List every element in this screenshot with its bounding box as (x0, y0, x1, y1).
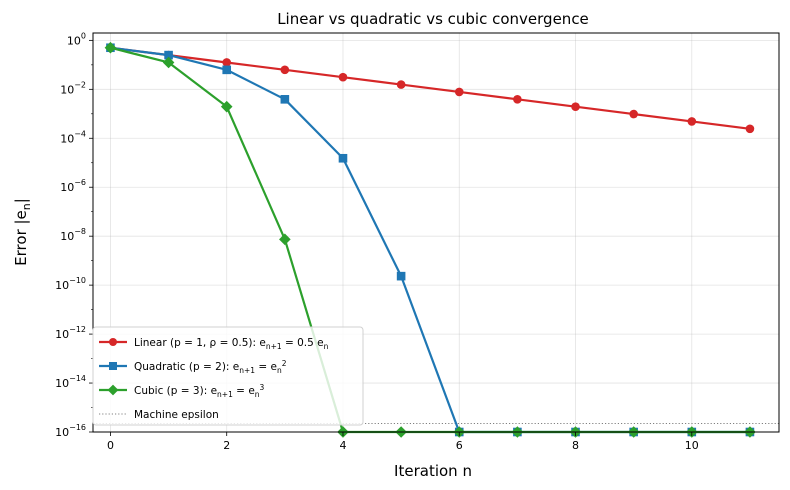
axes-frame (92, 32, 780, 433)
grid-lines (93, 33, 779, 433)
y-axis-ticks: 100 10−2 10−4 10−6 10−8 10−10 10−12 10−14 10−16 (55, 31, 93, 439)
data-point (222, 65, 232, 75)
data-point (513, 95, 522, 104)
y-tick-label: 10−8 (60, 227, 86, 243)
y-tick-label: 10−14 (55, 374, 86, 390)
data-point (396, 271, 406, 281)
legend-entry: Quadratic (p = 2): en+1​ = en​2​ (99, 359, 287, 375)
y-tick-label: 10−4 (60, 129, 86, 145)
x-tick-label: 8 (572, 439, 579, 452)
legend-entry: Machine epsilon (99, 409, 219, 421)
y-tick-label: 10−2 (60, 80, 86, 96)
y-tick-label: 10−12 (55, 325, 86, 341)
legend-label: Cubic (p = 3): en+1​ = en​3​ (134, 383, 265, 399)
x-tick-label: 6 (456, 439, 463, 452)
y-tick-label: 10−16 (55, 423, 86, 439)
data-point (280, 95, 290, 104)
legend-entry: Linear (p = 1, ρ = 0.5): en+1​ = 0.5 en​ (99, 337, 329, 351)
data-point (338, 153, 348, 163)
data-point (107, 384, 119, 396)
data-point (279, 233, 291, 246)
data-point (745, 124, 755, 134)
series-line (110, 46, 751, 130)
x-tick-label: 4 (339, 439, 346, 452)
legend: Linear (p = 1, ρ = 0.5): en+1​ = 0.5 en​… (92, 326, 364, 426)
data-point (396, 80, 406, 89)
data-point (222, 58, 232, 67)
data-point (338, 72, 348, 82)
y-tick-label: 10−10 (55, 276, 86, 292)
chart-title: Linear vs quadratic vs cubic convergence (277, 10, 589, 28)
data-point (164, 50, 173, 60)
data-point (629, 109, 638, 119)
x-axis-ticks: 0 2 4 6 8 10 (107, 432, 699, 452)
data-point (109, 338, 117, 346)
y-axis-label: Error |en​| (12, 198, 33, 266)
x-tick-label: 0 (107, 439, 114, 452)
y-tick-label: 10−6 (60, 178, 86, 194)
y-tick-label: 100 (67, 31, 86, 47)
x-axis-label: Iteration n (394, 462, 472, 480)
data-point (220, 100, 233, 113)
legend-label: Linear (p = 1, ρ = 0.5): en+1​ = 0.5 en​ (134, 337, 329, 351)
legend-label: Quadratic (p = 2): en+1​ = en​2​ (134, 359, 287, 375)
legend-label: Machine epsilon (134, 409, 219, 421)
data-point (454, 87, 464, 97)
x-tick-label: 2 (223, 439, 230, 452)
legend-box (92, 326, 364, 426)
data-point (162, 56, 175, 69)
x-tick-label: 10 (685, 439, 699, 452)
data-point (571, 102, 580, 111)
data-point (687, 117, 697, 126)
data-point (280, 65, 290, 75)
data-point (104, 41, 117, 54)
data-point (109, 362, 117, 370)
legend-entry: Cubic (p = 3): en+1​ = en​3​ (99, 383, 265, 399)
